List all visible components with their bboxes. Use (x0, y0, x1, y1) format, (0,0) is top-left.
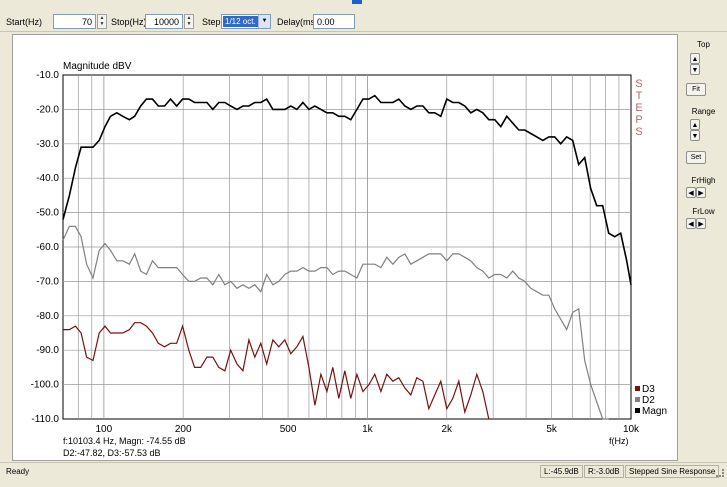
frhigh-right-button[interactable]: ▶ (696, 187, 706, 198)
step-select[interactable]: 1/12 oct. ▼ (221, 14, 271, 29)
x-tick-label: 100 (95, 424, 112, 435)
y-tick-label: -80.0 (36, 311, 59, 322)
y-tick-label: -10.0 (36, 70, 59, 81)
chevron-down-icon[interactable]: ▼ (258, 15, 270, 28)
range-down-button[interactable]: ▼ (690, 130, 700, 141)
cursor-readout-line2: D2:-47.82, D3:-57.53 dB (63, 448, 161, 458)
spin-down-icon[interactable]: ▼ (99, 21, 105, 27)
status-mode: Stepped Sine Response (625, 465, 720, 478)
y-tick-label: -70.0 (36, 276, 59, 287)
x-tick-label: 5k (546, 424, 558, 435)
delay-label: Delay(ms) (277, 17, 319, 27)
y-axis-label: Magnitude dBV (63, 61, 132, 72)
stop-label: Stop(Hz) (111, 17, 147, 27)
legend-swatch-d3 (635, 386, 640, 391)
y-tick-label: -40.0 (36, 173, 59, 184)
legend-swatch-magn (635, 408, 640, 413)
y-tick-labels: -10.0 -20.0 -30.0 -40.0 -50.0 -60.0 -70.0 -80.0… (31, 70, 60, 425)
frlow-right-button[interactable]: ▶ (696, 218, 706, 229)
x-tick-labels: 100 200 500 1k 2k 5k 10k (95, 424, 640, 435)
steps-letter: E (635, 102, 642, 114)
series-line-magn (62, 94, 632, 285)
arrow-down-icon: ▼ (691, 133, 699, 140)
arrow-right-icon: ▶ (698, 190, 704, 197)
y-tick-label: -50.0 (36, 208, 59, 219)
series-layer (62, 94, 632, 420)
step-select-value: 1/12 oct. (223, 16, 258, 27)
range-label: Range (691, 107, 716, 116)
steps-letter: S (635, 126, 642, 138)
stop-freq-input[interactable] (145, 14, 183, 29)
start-label: Start(Hz) (6, 17, 42, 27)
legend-swatch-d2 (635, 397, 640, 402)
legend-label-magn: Magn (642, 406, 667, 417)
fit-button[interactable]: Fit (686, 83, 706, 96)
x-axis-label: f(Hz) (609, 436, 629, 446)
x-tick-label: 10k (623, 424, 640, 435)
range-up-button[interactable]: ▲ (690, 119, 700, 130)
top-label: Top (697, 40, 710, 49)
title-strip (0, 0, 727, 5)
spin-down-icon[interactable]: ▼ (186, 21, 192, 27)
y-tick-label: -30.0 (36, 139, 59, 150)
arrow-up-icon: ▲ (691, 122, 699, 129)
series-line-d2 (62, 225, 609, 420)
status-right-level: R:-3.0dB (584, 465, 624, 478)
delay-input[interactable] (313, 14, 355, 29)
arrow-right-icon: ▶ (698, 221, 704, 228)
y-tick-label: -110.0 (31, 414, 59, 425)
series-line-d3 (63, 322, 490, 420)
status-ready: Ready (6, 467, 30, 476)
arrow-down-icon: ▼ (691, 67, 699, 74)
plot-panel: -10.0 -20.0 -30.0 -40.0 -50.0 -60.0 -70.0 -80.0… (12, 34, 678, 461)
side-panel: Top ▲ ▼ Fit Range ▲ ▼ Set FrHigh ◀ ▶ FrL… (680, 34, 727, 461)
x-tick-label: 2k (441, 424, 453, 435)
frhigh-label: FrHigh (691, 176, 716, 185)
arrow-up-icon: ▲ (691, 56, 699, 63)
arrow-left-icon: ◀ (688, 221, 694, 228)
frlow-left-button[interactable]: ◀ (686, 218, 696, 229)
response-chart[interactable]: -10.0 -20.0 -30.0 -40.0 -50.0 -60.0 -70.0 -80.0… (13, 35, 679, 462)
resize-grip[interactable] (716, 469, 724, 477)
y-tick-label: -100.0 (31, 380, 60, 391)
set-button[interactable]: Set (686, 151, 706, 164)
frhigh-left-button[interactable]: ◀ (686, 187, 696, 198)
y-tick-label: -20.0 (36, 104, 59, 115)
steps-letter: P (635, 114, 642, 126)
stop-freq-spinner[interactable]: ▲ ▼ (184, 14, 194, 29)
arrow-left-icon: ◀ (688, 190, 694, 197)
x-tick-label: 1k (362, 424, 374, 435)
legend-label-d2: D2 (642, 395, 655, 406)
y-tick-label: -90.0 (36, 345, 59, 356)
spin-up-icon[interactable]: ▲ (99, 15, 105, 21)
status-bar: Ready L:-45.9dB R:-3.0dB Stepped Sine Re… (0, 462, 727, 487)
spin-up-icon[interactable]: ▲ (186, 15, 192, 21)
step-label: Step (202, 17, 221, 27)
cursor-readout-line1: f:10103.4 Hz, Magn: -74.55 dB (63, 436, 186, 446)
top-down-button[interactable]: ▼ (690, 64, 700, 75)
legend-label-d3: D3 (642, 384, 655, 395)
toolbar: Start(Hz) ▲▼ Stop(Hz) ▲▼ Step 1/12 oct. … (0, 6, 727, 32)
grid (62, 74, 632, 420)
frlow-label: FrLow (692, 207, 715, 216)
steps-letter: S (635, 78, 642, 90)
start-freq-spinner[interactable]: ▲ ▼ (97, 14, 107, 29)
top-up-button[interactable]: ▲ (690, 53, 700, 64)
window-tab-marker (352, 0, 362, 4)
x-tick-label: 500 (280, 424, 297, 435)
x-tick-label: 200 (175, 424, 192, 435)
y-tick-label: -60.0 (36, 242, 59, 253)
steps-letter: T (636, 90, 643, 102)
status-left-level: L:-45.9dB (540, 465, 583, 478)
start-freq-input[interactable] (53, 14, 96, 29)
